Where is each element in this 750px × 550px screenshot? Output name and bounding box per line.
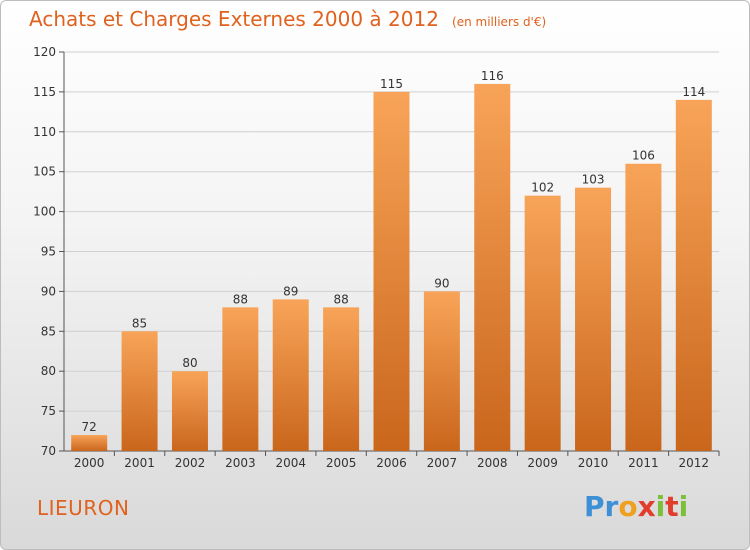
data-label: 114 bbox=[682, 85, 705, 99]
y-tick-label: 85 bbox=[41, 324, 56, 338]
bar bbox=[323, 307, 360, 451]
bar bbox=[625, 163, 662, 451]
logo-letter: x bbox=[637, 490, 656, 523]
data-label: 89 bbox=[283, 284, 298, 298]
data-label: 88 bbox=[333, 292, 348, 306]
x-tick-label: 2008 bbox=[477, 456, 508, 470]
data-label: 115 bbox=[380, 77, 403, 91]
bar bbox=[71, 435, 108, 451]
bar bbox=[474, 83, 511, 452]
data-label: 116 bbox=[481, 69, 504, 83]
data-label: 85 bbox=[132, 316, 147, 330]
x-tick-label: 2012 bbox=[679, 456, 710, 470]
data-label: 103 bbox=[582, 173, 605, 187]
y-tick-label: 120 bbox=[33, 45, 56, 59]
x-tick-label: 2011 bbox=[628, 456, 659, 470]
x-tick-label: 2002 bbox=[175, 456, 206, 470]
logo-letter: i bbox=[655, 490, 666, 523]
data-label: 80 bbox=[182, 356, 197, 370]
x-tick-label: 2007 bbox=[427, 456, 458, 470]
data-label: 72 bbox=[82, 420, 97, 434]
logo-letter: t bbox=[665, 490, 679, 523]
bar bbox=[373, 91, 410, 452]
y-tick-label: 105 bbox=[33, 165, 56, 179]
bars bbox=[71, 83, 712, 452]
bar bbox=[171, 371, 208, 451]
logo-letter: o bbox=[618, 490, 638, 523]
commune-name: LIEURON bbox=[37, 496, 130, 520]
y-tick-label: 90 bbox=[41, 284, 56, 298]
x-tick-label: 2000 bbox=[74, 456, 105, 470]
chart-title: Achats et Charges Externes 2000 à 2012 bbox=[29, 7, 439, 31]
bar bbox=[121, 331, 158, 451]
bar bbox=[524, 195, 561, 451]
data-label: 102 bbox=[531, 181, 554, 195]
proxiti-logo: Proxiti bbox=[584, 490, 688, 523]
bar bbox=[423, 291, 460, 451]
data-label: 90 bbox=[434, 276, 449, 290]
y-tick-label: 110 bbox=[33, 125, 56, 139]
x-tick-label: 2010 bbox=[578, 456, 609, 470]
x-tick-label: 2001 bbox=[124, 456, 155, 470]
data-label: 88 bbox=[233, 292, 248, 306]
bar bbox=[575, 187, 612, 451]
chart-header: Achats et Charges Externes 2000 à 2012 (… bbox=[29, 7, 546, 31]
y-tick-label: 95 bbox=[41, 245, 56, 259]
x-tick-label: 2005 bbox=[326, 456, 357, 470]
bar bbox=[675, 99, 712, 451]
y-tick-label: 115 bbox=[33, 85, 56, 99]
logo-letter: i bbox=[678, 490, 689, 523]
bar bbox=[272, 299, 309, 451]
x-tick-label: 2009 bbox=[527, 456, 558, 470]
y-tick-label: 80 bbox=[41, 364, 56, 378]
x-tick-label: 2006 bbox=[376, 456, 407, 470]
y-tick-label: 100 bbox=[33, 205, 56, 219]
y-tick-label: 75 bbox=[41, 404, 56, 418]
labels: 72 85 80 88 89 88 115 90 116 102 103 106 114 bbox=[82, 69, 706, 434]
logo-letter: r bbox=[604, 490, 619, 523]
bar bbox=[222, 307, 259, 451]
chart-unit: (en milliers d'€) bbox=[452, 15, 547, 29]
logo-letter: P bbox=[584, 490, 605, 523]
x-tick-label: 2003 bbox=[225, 456, 256, 470]
data-label: 106 bbox=[632, 149, 655, 163]
x-tick-label: 2004 bbox=[275, 456, 306, 470]
y-tick-label: 70 bbox=[41, 444, 56, 458]
